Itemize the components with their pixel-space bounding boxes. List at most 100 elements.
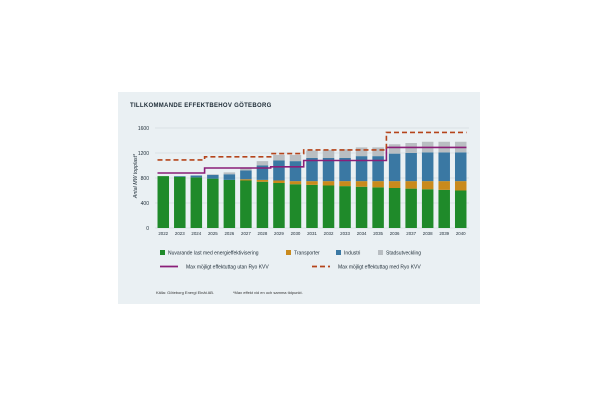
bar-industri-2036 bbox=[388, 153, 401, 182]
x-tick-label: 2027 bbox=[241, 231, 251, 236]
bars bbox=[157, 141, 467, 228]
bar-nuvarande-2033 bbox=[339, 186, 351, 228]
bar-transporter-2038 bbox=[421, 181, 434, 190]
bar-transporter-2030 bbox=[289, 181, 302, 185]
bar-stadsutveckling-2026 bbox=[223, 172, 236, 175]
bar-nuvarande-2029 bbox=[273, 183, 285, 228]
bar-industri-2032 bbox=[322, 158, 335, 182]
x-tick-label: 2030 bbox=[291, 231, 301, 236]
legend-label: Max möjligt effektuttag med Ryo KVV bbox=[338, 265, 421, 271]
bar-industri-2026 bbox=[223, 174, 236, 180]
bar-stadsutveckling-2033 bbox=[339, 149, 351, 158]
legend-swatch bbox=[286, 250, 291, 255]
bar-transporter-2029 bbox=[273, 180, 285, 183]
footnote-text: *Max effekt vid en och samma tidpunkt. bbox=[233, 290, 303, 295]
legend-label: Nuvarande last med energieffektivisering bbox=[168, 251, 259, 257]
x-tick-label: 2040 bbox=[456, 231, 466, 236]
bar-transporter-2035 bbox=[372, 181, 384, 188]
bar-industri-2040 bbox=[454, 152, 467, 182]
bar-nuvarande-2030 bbox=[289, 184, 302, 228]
bar-stadsutveckling-2034 bbox=[355, 147, 368, 157]
legend-swatch bbox=[160, 250, 165, 255]
x-tick-label: 2033 bbox=[340, 231, 350, 236]
chart-title: TILLKOMMANDE EFFEKTBEHOV GÖTEBORG bbox=[130, 103, 272, 109]
bar-stadsutveckling-2036 bbox=[388, 144, 401, 154]
legend-label: Max möjligt effektuttag utan Ryo KVV bbox=[186, 265, 269, 271]
bar-stadsutveckling-2031 bbox=[306, 150, 318, 158]
bar-nuvarande-2040 bbox=[454, 190, 467, 228]
x-tick-label: 2023 bbox=[175, 231, 185, 236]
bar-nuvarande-2037 bbox=[405, 188, 417, 228]
x-tick-label: 2029 bbox=[274, 231, 284, 236]
bar-transporter-2028 bbox=[256, 179, 269, 182]
bar-nuvarande-2025 bbox=[207, 178, 219, 228]
bar-nuvarande-2028 bbox=[256, 181, 269, 228]
x-tick-label: 2031 bbox=[307, 231, 317, 236]
legend-label: Industri bbox=[344, 251, 360, 257]
y-axis-label: Antal MW topplast* bbox=[133, 153, 139, 199]
bar-industri-2029 bbox=[273, 160, 285, 181]
bar-stadsutveckling-2029 bbox=[273, 154, 285, 161]
bar-industri-2023 bbox=[174, 176, 186, 177]
x-tick-label: 2025 bbox=[208, 231, 218, 236]
bar-stadsutveckling-2028 bbox=[256, 161, 269, 166]
bar-nuvarande-2031 bbox=[306, 184, 318, 228]
legend-label: Stadsutveckling bbox=[386, 251, 421, 257]
legend-label: Transporter bbox=[294, 251, 320, 257]
bar-nuvarande-2024 bbox=[190, 177, 203, 228]
bar-industri-2038 bbox=[421, 152, 434, 182]
bar-transporter-2039 bbox=[438, 181, 450, 190]
x-tick-label: 2032 bbox=[324, 231, 334, 236]
x-axis: 2022 2023 2024 2025 2026 2027 2028 2029 2030 2031… bbox=[158, 231, 466, 236]
legend-swatch bbox=[336, 250, 341, 255]
bar-stadsutveckling-2027 bbox=[240, 167, 252, 171]
legend-swatch bbox=[378, 250, 383, 255]
bar-stadsutveckling-2032 bbox=[322, 149, 335, 158]
bar-nuvarande-2034 bbox=[355, 186, 368, 228]
bar-industri-2024 bbox=[190, 175, 203, 178]
bar-transporter-2027 bbox=[240, 179, 252, 181]
bar-nuvarande-2039 bbox=[438, 189, 450, 228]
bar-nuvarande-2035 bbox=[372, 187, 384, 228]
source-text: Källa: Göteborg Energi Elnät AB. bbox=[156, 290, 215, 295]
x-tick-label: 2028 bbox=[258, 231, 268, 236]
y-axis: 0 400 800 1200 1600 bbox=[138, 126, 149, 232]
bar-industri-2028 bbox=[256, 165, 269, 180]
line-utan-ryo-kvv bbox=[157, 146, 467, 174]
x-tick-label: 2024 bbox=[191, 231, 201, 236]
x-tick-label: 2034 bbox=[357, 231, 367, 236]
x-tick-label: 2035 bbox=[373, 231, 383, 236]
bar-industri-2035 bbox=[372, 156, 384, 182]
x-tick-label: 2039 bbox=[439, 231, 449, 236]
line-med-ryo-kvv bbox=[157, 131, 467, 161]
bar-nuvarande-2026 bbox=[223, 179, 236, 228]
x-tick-label: 2026 bbox=[224, 231, 234, 236]
y-tick-label: 0 bbox=[146, 226, 149, 232]
y-tick-label: 800 bbox=[141, 176, 150, 182]
bar-transporter-2031 bbox=[306, 181, 318, 185]
x-tick-label: 2022 bbox=[158, 231, 168, 236]
bar-stadsutveckling-2030 bbox=[289, 154, 302, 162]
bar-industri-2037 bbox=[405, 153, 417, 182]
bar-transporter-2032 bbox=[322, 181, 335, 186]
bar-transporter-2040 bbox=[454, 181, 467, 191]
bar-industri-2027 bbox=[240, 170, 252, 180]
legend: Nuvarande last med energieffektivisering… bbox=[160, 250, 421, 271]
bar-industri-2030 bbox=[289, 161, 302, 182]
series-lines bbox=[157, 131, 467, 174]
y-tick-label: 1600 bbox=[138, 126, 149, 132]
x-tick-label: 2038 bbox=[423, 231, 433, 236]
bar-nuvarande-2036 bbox=[388, 188, 401, 228]
bar-nuvarande-2027 bbox=[240, 180, 252, 228]
bar-nuvarande-2032 bbox=[322, 185, 335, 228]
y-tick-label: 1200 bbox=[138, 151, 149, 157]
bar-industri-2039 bbox=[438, 152, 450, 182]
bar-transporter-2037 bbox=[405, 181, 417, 189]
x-tick-label: 2037 bbox=[406, 231, 416, 236]
bar-industri-2031 bbox=[306, 158, 318, 182]
bar-industri-2034 bbox=[355, 156, 368, 182]
bar-transporter-2036 bbox=[388, 181, 401, 188]
bar-industri-2025 bbox=[207, 174, 219, 179]
bar-industri-2033 bbox=[339, 158, 351, 182]
